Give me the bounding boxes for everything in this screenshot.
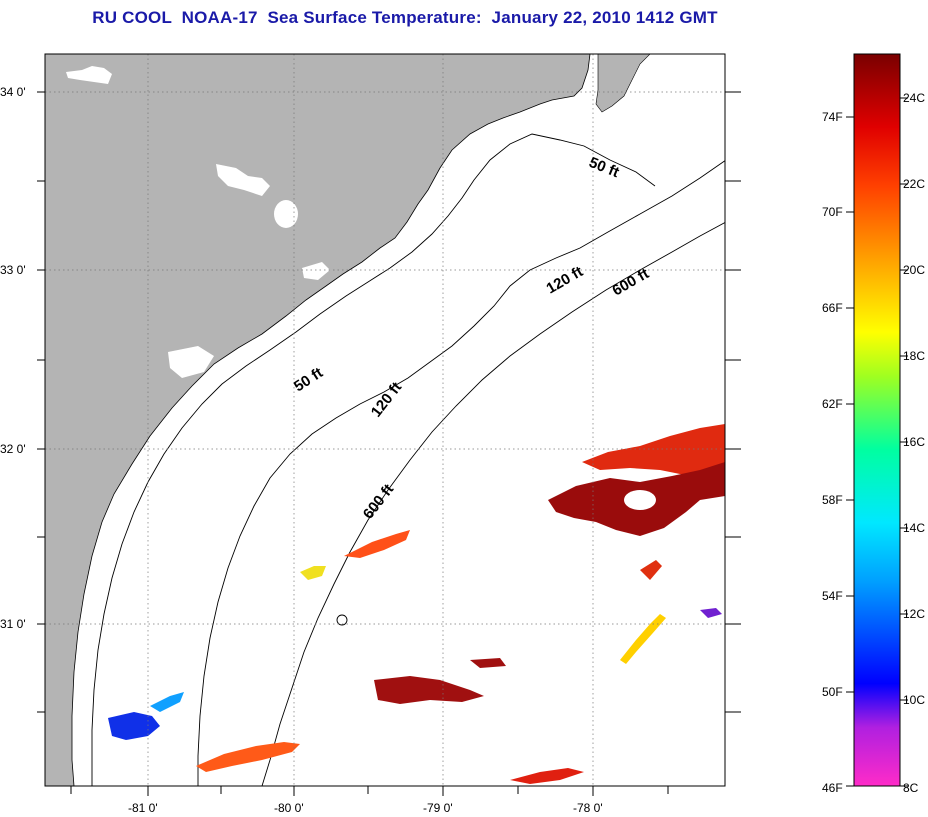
lon-label-79: -79 0' [423, 801, 453, 815]
colorbar-c-8: 8C [903, 781, 919, 795]
lake-patch-1 [66, 66, 112, 84]
seamount-contour [336, 614, 348, 626]
lon-label-80: -80 0' [274, 801, 304, 815]
sst-patch-cloud-hole [624, 490, 656, 510]
sst-patch-south-orange [196, 742, 300, 772]
isobath-50ft-line [91, 133, 656, 786]
lake-patch-5 [168, 346, 214, 378]
lat-label-31: 31 0' [0, 617, 26, 631]
colorbar-f-70: 70F [822, 205, 843, 219]
lake-patch-2 [216, 164, 270, 196]
sst-patch-cyan-sw [150, 692, 184, 712]
colorbar-c-16: 16C [903, 435, 925, 449]
colorbar-c-24: 24C [903, 91, 925, 105]
colorbar-f-54: 54F [822, 589, 843, 603]
colorbar-c-20: 20C [903, 263, 925, 277]
colorbar [853, 53, 901, 787]
land-mass [45, 54, 591, 786]
land-ne-corner [595, 54, 651, 113]
colorbar-f-62: 62F [822, 397, 843, 411]
colorbar-f-74: 74F [822, 110, 843, 124]
sst-patch-blue-sw [108, 712, 160, 740]
colorbar-c-18: 18C [903, 349, 925, 363]
sst-patch-east-warm [582, 424, 725, 478]
sst-patch-yellow [300, 566, 326, 580]
sst-patch-south-red [374, 676, 484, 704]
colorbar-c-14: 14C [903, 521, 925, 535]
isobath-600ft-line [261, 222, 725, 786]
lake-patch-3 [274, 200, 298, 228]
isobath-120ft-line [197, 160, 725, 786]
sst-patch-south-red2 [470, 658, 506, 668]
lat-label-34: 34 0' [0, 85, 26, 99]
colorbar-f-50: 50F [822, 685, 843, 699]
colorbar-ticks [846, 97, 908, 787]
sst-patch-east-purple [700, 608, 722, 618]
colorbar-f-58: 58F [822, 493, 843, 507]
colorbar-c-22: 22C [903, 177, 925, 191]
sst-patch-small-red [640, 560, 662, 580]
lat-label-33: 33 0' [0, 263, 26, 277]
colorbar-c-12: 12C [903, 607, 925, 621]
colorbar-f-66: 66F [822, 301, 843, 315]
graticule [45, 54, 725, 786]
lat-label-32: 32 0' [0, 442, 26, 456]
sst-patch-mid-orange [344, 530, 410, 558]
sst-patches [108, 424, 725, 784]
lon-label-78: -78 0' [573, 801, 603, 815]
axis-ticks [37, 91, 741, 796]
colorbar-c-10: 10C [903, 693, 925, 707]
isobath-lines [91, 133, 725, 786]
map-title: RU COOL NOAA-17 Sea Surface Temperature:… [92, 8, 718, 27]
sst-patch-southeast-red [510, 768, 584, 784]
map-frame [44, 53, 726, 787]
lake-patch-4 [302, 262, 330, 280]
sst-patch-east-streak [620, 614, 666, 664]
colorbar-f-46: 46F [822, 781, 843, 795]
lon-label-81: -81 0' [128, 801, 158, 815]
